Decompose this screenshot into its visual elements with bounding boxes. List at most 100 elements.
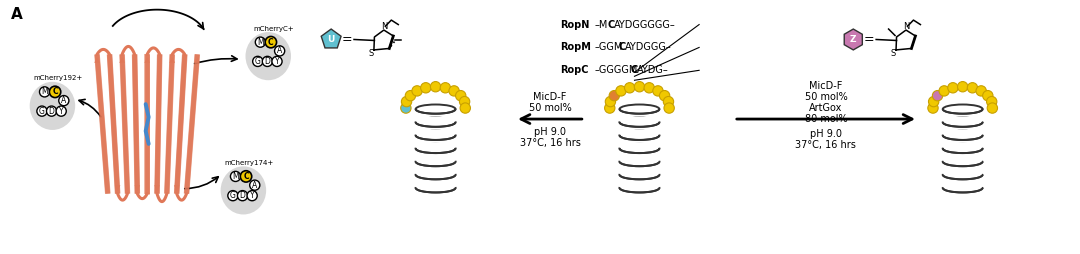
Text: G: G xyxy=(39,107,45,116)
Circle shape xyxy=(968,83,977,93)
Ellipse shape xyxy=(943,183,983,193)
Ellipse shape xyxy=(943,144,983,153)
Text: D: D xyxy=(240,191,245,200)
Ellipse shape xyxy=(416,131,456,140)
Circle shape xyxy=(634,82,645,92)
Circle shape xyxy=(255,37,266,47)
Circle shape xyxy=(58,96,69,106)
Text: RopN: RopN xyxy=(559,20,590,29)
Text: AYDGGG–: AYDGGG– xyxy=(625,42,672,52)
Text: 37°C, 16 hrs: 37°C, 16 hrs xyxy=(519,138,580,148)
Circle shape xyxy=(449,86,459,96)
Text: –GGGGM: –GGGGM xyxy=(595,65,638,75)
Bar xyxy=(415,156,457,162)
Text: mCherry174+: mCherry174+ xyxy=(224,160,273,166)
Text: C: C xyxy=(619,42,626,52)
Ellipse shape xyxy=(620,183,660,193)
Ellipse shape xyxy=(620,118,660,127)
Bar xyxy=(942,117,984,122)
Text: G: G xyxy=(255,57,260,66)
Bar xyxy=(942,130,984,135)
Ellipse shape xyxy=(943,157,983,166)
Text: Z: Z xyxy=(850,35,856,44)
Text: A: A xyxy=(252,181,257,190)
Text: C: C xyxy=(607,20,615,29)
Circle shape xyxy=(253,56,262,67)
Circle shape xyxy=(40,87,50,97)
Circle shape xyxy=(939,86,949,96)
Bar xyxy=(942,143,984,149)
Text: A: A xyxy=(276,46,282,55)
Circle shape xyxy=(624,83,635,93)
Ellipse shape xyxy=(943,131,983,140)
Bar xyxy=(415,182,457,188)
Text: Y: Y xyxy=(274,57,280,66)
Circle shape xyxy=(431,82,441,92)
Circle shape xyxy=(37,106,48,116)
Text: 80 mol%: 80 mol% xyxy=(805,114,847,124)
Ellipse shape xyxy=(416,104,456,114)
Text: =: = xyxy=(864,33,875,46)
Bar xyxy=(942,182,984,188)
Text: =: = xyxy=(341,33,352,46)
Ellipse shape xyxy=(416,144,456,153)
Circle shape xyxy=(664,103,674,113)
Circle shape xyxy=(228,190,238,201)
Text: M: M xyxy=(257,38,264,47)
Text: RopM: RopM xyxy=(559,42,591,52)
Circle shape xyxy=(987,103,998,113)
Text: RopC: RopC xyxy=(559,65,589,75)
Circle shape xyxy=(616,86,626,96)
Circle shape xyxy=(56,106,66,116)
Text: 50 mol%: 50 mol% xyxy=(805,92,848,102)
Circle shape xyxy=(652,86,663,96)
Text: N: N xyxy=(381,22,388,31)
Text: MicD-F: MicD-F xyxy=(534,92,567,102)
Text: C: C xyxy=(243,172,248,181)
Ellipse shape xyxy=(416,118,456,127)
Circle shape xyxy=(230,171,241,182)
Circle shape xyxy=(609,90,620,101)
Circle shape xyxy=(249,180,260,190)
Ellipse shape xyxy=(416,183,456,193)
Text: AYDGGGGG–: AYDGGGGG– xyxy=(613,20,675,29)
Text: –GGM: –GGM xyxy=(595,42,623,52)
Circle shape xyxy=(928,103,939,113)
Ellipse shape xyxy=(620,131,660,140)
Ellipse shape xyxy=(620,170,660,179)
Bar xyxy=(415,130,457,135)
Bar xyxy=(942,169,984,175)
Text: C: C xyxy=(268,38,273,47)
Ellipse shape xyxy=(943,118,983,127)
Text: D: D xyxy=(49,107,54,116)
Text: S: S xyxy=(891,49,896,58)
Circle shape xyxy=(50,86,60,98)
Text: mCherry192+: mCherry192+ xyxy=(33,75,82,81)
Text: M: M xyxy=(41,87,48,96)
Circle shape xyxy=(932,90,943,101)
Circle shape xyxy=(958,82,968,92)
Text: M: M xyxy=(232,172,239,181)
Circle shape xyxy=(402,97,411,107)
Circle shape xyxy=(238,190,247,201)
Bar xyxy=(942,156,984,162)
Text: AYDG–: AYDG– xyxy=(637,65,669,75)
Text: –M: –M xyxy=(595,20,608,29)
Circle shape xyxy=(456,90,465,101)
Ellipse shape xyxy=(245,32,291,80)
Polygon shape xyxy=(321,29,341,48)
Ellipse shape xyxy=(416,170,456,179)
Circle shape xyxy=(929,97,939,107)
Circle shape xyxy=(644,83,654,93)
Bar xyxy=(619,182,660,188)
Text: U: U xyxy=(327,35,335,44)
Ellipse shape xyxy=(620,144,660,153)
Circle shape xyxy=(948,83,958,93)
Circle shape xyxy=(605,103,615,113)
Bar xyxy=(619,130,660,135)
Circle shape xyxy=(272,56,282,67)
Text: ArtGox: ArtGox xyxy=(809,103,842,113)
Ellipse shape xyxy=(943,170,983,179)
Circle shape xyxy=(247,190,257,201)
Bar xyxy=(619,169,660,175)
